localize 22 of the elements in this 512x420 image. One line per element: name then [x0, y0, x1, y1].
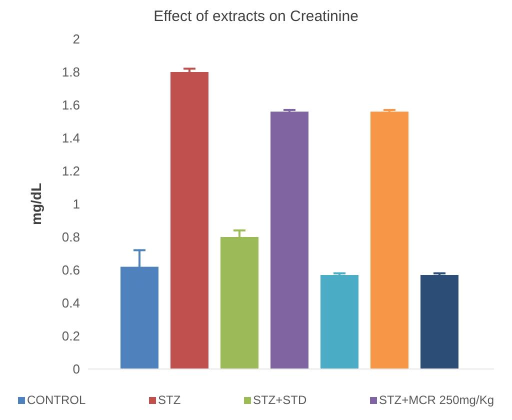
y-axis-title: mg/dL [28, 182, 44, 225]
y-tick-label: 0.4 [62, 296, 80, 311]
bar [420, 274, 458, 369]
chart-title: Effect of extracts on Creatinine [152, 8, 360, 25]
bar [320, 274, 358, 369]
legend-label: STZ [156, 393, 181, 407]
y-tick-label: 2 [72, 32, 80, 47]
legend-label: CONTROL [26, 393, 86, 407]
y-tick-label: 0.2 [62, 328, 80, 344]
y-tick-label: 0.8 [62, 230, 80, 245]
y-tick-label: 0 [72, 362, 80, 377]
bar [270, 112, 308, 369]
legend-label: STZ+STD [252, 393, 307, 407]
bar [170, 72, 208, 369]
y-tick-label: 0.6 [62, 262, 80, 278]
y-tick-label: 1.6 [62, 98, 80, 113]
y-tick-label: 1.8 [62, 64, 80, 80]
legend-label: STZ+MCR 250mg/Kg [378, 393, 494, 407]
y-tick-label: 1.4 [62, 130, 80, 146]
bar [370, 112, 408, 369]
y-tick-label: 1 [72, 196, 80, 212]
y-tick-label: 1.2 [62, 164, 80, 179]
